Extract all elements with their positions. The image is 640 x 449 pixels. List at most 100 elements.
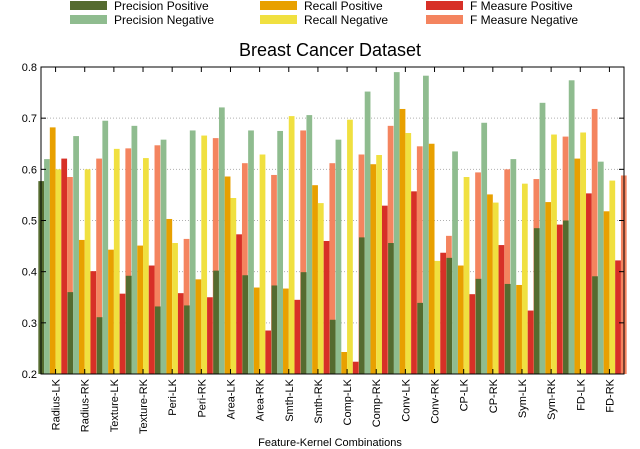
- bar-recall-negative-comp-lk: [347, 119, 353, 374]
- legend-label: Precision Negative: [114, 13, 214, 27]
- bar-f-measure-negative-area-rk: [271, 174, 277, 374]
- legend-swatch: [70, 1, 107, 10]
- bar-recall-positive-area-rk: [253, 287, 260, 374]
- bar-precision-negative-comp-rk: [364, 91, 371, 374]
- bar-f-measure-positive-area-lk: [236, 234, 242, 374]
- bar-precision-negative-radius-lk: [44, 159, 50, 374]
- legend-label: F Measure Positive: [470, 0, 573, 13]
- bar-f-measure-negative-cp-lk: [475, 172, 481, 374]
- chart-title: Breast Cancer Dataset: [239, 40, 421, 60]
- bar-precision-positive-texture-lk: [96, 317, 103, 374]
- bar-precision-negative-area-lk: [218, 107, 225, 375]
- bar-recall-negative-sym-rk: [551, 134, 557, 374]
- bar-recall-negative-conv-lk: [405, 133, 412, 374]
- bar-recall-positive-smth-rk: [312, 185, 318, 374]
- bar-recall-negative-smth-rk: [317, 203, 324, 374]
- bar-recall-positive-sym-lk: [516, 284, 522, 374]
- bar-f-measure-positive-conv-lk: [411, 191, 417, 374]
- bar-recall-negative-area-lk: [230, 197, 237, 374]
- bar-f-measure-positive-radius-rk: [90, 271, 97, 374]
- legend-swatch: [260, 1, 297, 10]
- bar-recall-positive-cp-rk: [487, 194, 493, 374]
- x-tick-label: Peri-LK: [167, 378, 179, 415]
- x-tick-label: Area-RK: [255, 378, 267, 421]
- x-tick-label: Comp-LK: [342, 378, 354, 425]
- bar-f-measure-negative-fd-lk: [591, 108, 598, 375]
- bar-f-measure-positive-fd-lk: [586, 193, 592, 374]
- bar-f-measure-positive-peri-rk: [207, 297, 213, 374]
- x-tick-label: Peri-RK: [196, 378, 208, 417]
- bar-recall-positive-radius-rk: [78, 239, 85, 374]
- bar-recall-negative-cp-lk: [463, 177, 470, 374]
- bar-precision-negative-cp-lk: [452, 151, 458, 374]
- x-tick-label: Radius-RK: [80, 378, 92, 432]
- bar-recall-positive-conv-rk: [428, 143, 435, 374]
- bar-recall-positive-texture-rk: [137, 245, 144, 374]
- bar-recall-positive-area-lk: [224, 176, 231, 374]
- bar-precision-positive-sym-rk: [533, 228, 540, 374]
- legend-label: Precision Positive: [114, 0, 209, 13]
- y-tick-label: 0.7: [22, 113, 37, 125]
- y-tick-label: 0.3: [22, 318, 37, 330]
- bar-precision-positive-smth-rk: [300, 272, 307, 374]
- bar-f-measure-positive-cp-rk: [498, 245, 505, 374]
- bar-recall-negative-comp-rk: [376, 155, 382, 374]
- x-tick-label: Sym-LK: [517, 378, 529, 418]
- bar-f-measure-negative-smth-lk: [300, 130, 307, 374]
- x-tick-label: Sym-RK: [546, 378, 558, 420]
- x-tick-label: Smth-LK: [284, 378, 296, 421]
- x-tick-label: Area-LK: [225, 378, 237, 419]
- bar-f-measure-positive-texture-rk: [148, 265, 155, 374]
- bar-recall-negative-fd-rk: [609, 180, 616, 374]
- x-tick-label: CP-RK: [488, 378, 500, 413]
- legend-swatch: [426, 15, 463, 24]
- bar-precision-negative-comp-lk: [335, 139, 342, 374]
- y-tick-label: 0.2: [22, 369, 37, 381]
- bar-precision-negative-radius-rk: [73, 136, 79, 374]
- bar-recall-negative-smth-lk: [288, 116, 295, 375]
- bar-recall-positive-radius-lk: [49, 127, 56, 374]
- bar-recall-negative-texture-lk: [113, 148, 120, 374]
- bar-f-measure-positive-peri-lk: [177, 293, 184, 374]
- bar-f-measure-negative-radius-rk: [96, 158, 102, 374]
- bar-f-measure-positive-comp-lk: [352, 361, 359, 374]
- y-tick-label: 0.6: [22, 164, 37, 176]
- bar-precision-negative-texture-rk: [131, 125, 138, 374]
- bar-precision-negative-peri-rk: [189, 130, 196, 374]
- bar-precision-positive-texture-rk: [125, 275, 132, 374]
- legend-label: Recall Negative: [304, 13, 388, 27]
- x-axis: Radius-LK Radius-RK Texture-LK Texture-RK Pe…: [51, 67, 616, 434]
- bar-precision-negative-conv-rk: [423, 75, 429, 374]
- bar-precision-negative-fd-lk: [568, 80, 575, 375]
- bar-recall-positive-comp-rk: [370, 164, 377, 374]
- bar-recall-positive-peri-rk: [195, 279, 202, 374]
- legend-label: F Measure Negative: [470, 13, 578, 27]
- bar-f-measure-negative-cp-rk: [504, 169, 511, 374]
- bar-recall-positive-smth-lk: [283, 288, 289, 374]
- bar-f-measure-negative-conv-lk: [416, 146, 423, 374]
- y-axis: 0.2 0.3 0.4 0.5 0.6 0.7 0.8: [22, 62, 624, 381]
- bar-f-measure-positive-fd-rk: [615, 260, 621, 374]
- bar-recall-negative-area-rk: [259, 154, 266, 374]
- bar-recall-positive-cp-lk: [457, 265, 464, 374]
- bar-f-measure-positive-cp-lk: [469, 294, 476, 374]
- bar-recall-negative-cp-rk: [492, 202, 499, 374]
- bar-recall-positive-comp-lk: [341, 352, 348, 374]
- bar-f-measure-positive-smth-lk: [294, 299, 301, 374]
- bar-precision-positive-peri-rk: [184, 305, 190, 374]
- bar-precision-positive-radius-rk: [67, 292, 74, 374]
- y-tick-label: 0.5: [22, 216, 37, 228]
- bar-f-measure-positive-comp-rk: [381, 205, 388, 374]
- x-tick-label: FD-LK: [575, 378, 587, 410]
- bar-recall-positive-fd-lk: [574, 158, 581, 374]
- x-tick-label: Smth-RK: [313, 378, 325, 423]
- bar-recall-positive-peri-lk: [166, 218, 173, 374]
- x-tick-label: Radius-LK: [51, 378, 63, 430]
- legend-swatch: [70, 15, 107, 24]
- bar-precision-positive-fd-lk: [563, 220, 569, 374]
- bar-precision-negative-smth-lk: [277, 130, 284, 374]
- bar-precision-positive-cp-rk: [475, 278, 482, 374]
- bar-precision-negative-conv-lk: [393, 72, 400, 375]
- bar-f-measure-negative-texture-rk: [154, 145, 161, 374]
